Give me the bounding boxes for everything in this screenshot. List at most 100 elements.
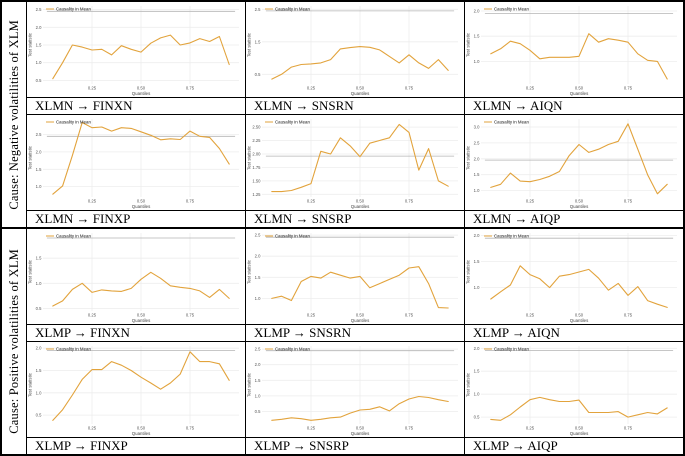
- svg-text:0.50: 0.50: [575, 426, 584, 431]
- svg-text:0.5: 0.5: [255, 409, 261, 414]
- svg-text:0.25: 0.25: [526, 313, 535, 318]
- svg-text:0.75: 0.75: [186, 199, 195, 204]
- svg-text:Quantiles: Quantiles: [570, 204, 589, 209]
- svg-text:0.75: 0.75: [624, 426, 633, 431]
- svg-text:1.5: 1.5: [36, 256, 42, 261]
- svg-text:0.75: 0.75: [405, 86, 414, 91]
- line-chart-svg: 0.25 0.50 0.75 1.0 1.5 2.0 Causality in Mean Qu…: [465, 2, 683, 97]
- svg-text:0.75: 0.75: [186, 86, 195, 91]
- svg-text:0.5: 0.5: [36, 413, 42, 418]
- svg-text:0.50: 0.50: [575, 199, 584, 204]
- svg-text:2.5: 2.5: [474, 140, 480, 145]
- svg-text:Test statistic: Test statistic: [247, 259, 252, 284]
- svg-text:Quantiles: Quantiles: [132, 431, 151, 436]
- svg-text:2.5: 2.5: [255, 7, 261, 12]
- caption-xlmn-aiqp: XLMN → AIQP: [465, 211, 683, 227]
- svg-text:1.0: 1.0: [255, 296, 261, 301]
- svg-text:1.0: 1.0: [474, 188, 480, 193]
- line-chart-svg: 0.25 0.50 0.75 1.0 1.5 2.0 Causality in Mean Qu…: [465, 229, 683, 324]
- svg-text:0.25: 0.25: [88, 426, 97, 431]
- svg-text:Quantiles: Quantiles: [351, 431, 370, 436]
- svg-text:1.5: 1.5: [36, 43, 42, 48]
- svg-text:0.25: 0.25: [307, 313, 316, 318]
- svg-text:Test statistic: Test statistic: [466, 259, 471, 284]
- line-chart-svg: 0.25 0.50 0.75 0.5 1.5 2.5 Causality in Mean Qu…: [246, 2, 464, 97]
- chart-xlmn-finxn: 0.25 0.50 0.75 0.5 1.0 1.5 2.0 2.5 Causality in …: [27, 2, 245, 97]
- svg-text:2.0: 2.0: [36, 25, 42, 30]
- svg-text:2.50: 2.50: [252, 125, 261, 130]
- chart-xlmn-finxp: 0.25 0.50 0.75 1.0 1.5 2.0 2.5 Causality in Mea…: [27, 115, 245, 210]
- svg-text:2.0: 2.0: [255, 362, 261, 367]
- svg-text:1.0: 1.0: [474, 392, 480, 397]
- svg-text:Test statistic: Test statistic: [466, 372, 471, 397]
- svg-text:1.5: 1.5: [474, 259, 480, 264]
- section-label-text: Cause: Positive volatilities of XLM: [6, 249, 21, 434]
- svg-text:Causality in Mean: Causality in Mean: [275, 120, 310, 125]
- svg-text:0.75: 0.75: [405, 426, 414, 431]
- svg-text:0.25: 0.25: [526, 199, 535, 204]
- chart-xlmp-finxp: 0.25 0.50 0.75 0.5 1.0 1.5 2.0 Causality in Mea…: [27, 342, 245, 437]
- svg-text:Causality in Mean: Causality in Mean: [494, 7, 529, 12]
- section-label-text: Cause: Negative volatilities of XLM: [6, 19, 21, 210]
- svg-text:Causality in Mean: Causality in Mean: [56, 7, 91, 12]
- line-chart-svg: 0.25 0.50 0.75 0.5 1.0 1.5 2.0 Causality in Mea…: [27, 342, 245, 437]
- caption-xlmp-finxp: XLMP → FINXP: [27, 438, 245, 454]
- svg-text:2.5: 2.5: [255, 347, 261, 352]
- svg-text:1.50: 1.50: [252, 178, 261, 183]
- svg-text:Quantiles: Quantiles: [570, 431, 589, 436]
- svg-text:0.50: 0.50: [137, 86, 146, 91]
- svg-text:0.25: 0.25: [307, 86, 316, 91]
- caption-xlmp-finxn: XLMP → FINXN: [27, 325, 245, 341]
- svg-text:1.0: 1.0: [36, 184, 42, 189]
- svg-text:1.0: 1.0: [474, 285, 480, 290]
- svg-text:2.0: 2.0: [36, 149, 42, 154]
- svg-text:2.5: 2.5: [255, 233, 261, 238]
- svg-text:1.0: 1.0: [255, 393, 261, 398]
- section-label-negative: Cause: Negative volatilities of XLM: [2, 2, 26, 227]
- svg-text:Test statistic: Test statistic: [466, 32, 471, 57]
- line-chart-svg: 0.25 0.50 0.75 0.5 1.0 1.5 Causality in Mean Qu…: [27, 229, 245, 324]
- caption-xlmn-snsrn: XLMN → SNSRN: [246, 98, 464, 114]
- svg-text:1.5: 1.5: [474, 369, 480, 374]
- svg-text:1.0: 1.0: [36, 390, 42, 395]
- svg-text:0.75: 0.75: [186, 426, 195, 431]
- svg-text:0.50: 0.50: [575, 313, 584, 318]
- chart-xlmn-aiqn: 0.25 0.50 0.75 1.0 1.5 2.0 Causality in Mean Qu…: [465, 2, 683, 97]
- svg-text:Quantiles: Quantiles: [132, 204, 151, 209]
- svg-text:1.5: 1.5: [474, 172, 480, 177]
- svg-text:Quantiles: Quantiles: [570, 91, 589, 96]
- svg-text:0.50: 0.50: [356, 426, 365, 431]
- svg-text:2.0: 2.0: [474, 9, 480, 14]
- svg-text:0.5: 0.5: [474, 415, 480, 420]
- svg-text:0.75: 0.75: [624, 199, 633, 204]
- svg-text:Causality in Mean: Causality in Mean: [494, 234, 529, 239]
- svg-text:Causality in Mean: Causality in Mean: [275, 7, 310, 12]
- caption-xlmp-snsrn: XLMP → SNSRN: [246, 325, 464, 341]
- svg-text:2.0: 2.0: [474, 233, 480, 238]
- svg-text:Test statistic: Test statistic: [28, 145, 33, 170]
- svg-text:0.25: 0.25: [88, 86, 97, 91]
- svg-text:0.25: 0.25: [307, 199, 316, 204]
- svg-text:2.0: 2.0: [36, 346, 42, 351]
- svg-text:0.25: 0.25: [526, 86, 535, 91]
- svg-text:2.5: 2.5: [36, 7, 42, 12]
- svg-text:Causality in Mean: Causality in Mean: [494, 347, 529, 352]
- svg-text:1.5: 1.5: [36, 167, 42, 172]
- svg-text:Quantiles: Quantiles: [351, 91, 370, 96]
- chart-xlmp-aiqp: 0.25 0.50 0.75 0.5 1.0 1.5 2.0 Causality in Mea…: [465, 342, 683, 437]
- chart-xlmp-snsrp: 0.25 0.50 0.75 0.5 1.0 1.5 2.0 2.5 Causality in …: [246, 342, 464, 437]
- svg-text:Test statistic: Test statistic: [247, 145, 252, 170]
- svg-text:0.5: 0.5: [36, 306, 42, 311]
- svg-text:Causality in Mean: Causality in Mean: [56, 120, 91, 125]
- svg-text:0.50: 0.50: [137, 313, 146, 318]
- caption-xlmn-finxp: XLMN → FINXP: [27, 211, 245, 227]
- line-chart-svg: 0.25 0.50 0.75 0.5 1.0 1.5 2.0 2.5 Causality in …: [246, 342, 464, 437]
- svg-text:2.25: 2.25: [252, 138, 261, 143]
- svg-text:0.75: 0.75: [405, 313, 414, 318]
- chart-xlmn-snsrp: 0.25 0.50 0.75 1.25 1.50 1.75 2.00 2.25 2.50 Caus…: [246, 115, 464, 210]
- svg-text:1.0: 1.0: [474, 59, 480, 64]
- chart-xlmn-snsrn: 0.25 0.50 0.75 0.5 1.5 2.5 Causality in Mean Qu…: [246, 2, 464, 97]
- chart-xlmn-aiqp: 0.25 0.50 0.75 1.0 1.5 2.0 2.5 3.0 Causality in …: [465, 115, 683, 210]
- svg-text:3.0: 3.0: [474, 125, 480, 130]
